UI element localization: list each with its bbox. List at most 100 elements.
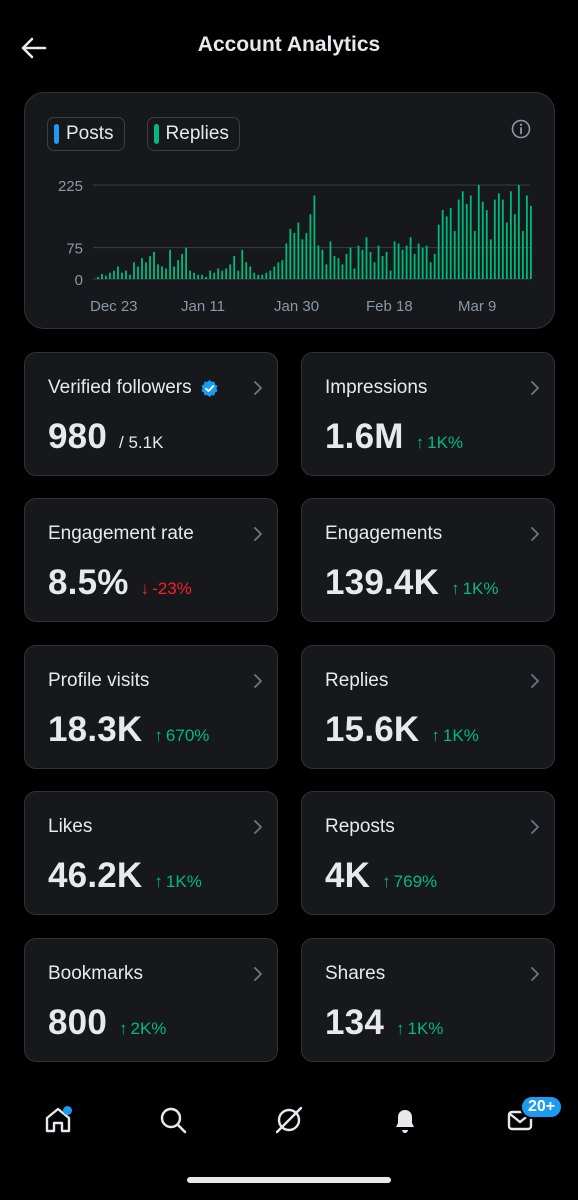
replies-bar (133, 262, 135, 279)
chevron-right-icon (254, 967, 262, 981)
replies-bar (205, 276, 208, 279)
replies-bar (357, 245, 360, 279)
stat-change: ↑ 1K% (431, 726, 478, 746)
stat-label: Bookmarks (48, 963, 143, 985)
replies-bar (257, 274, 260, 279)
chevron-right-icon (531, 674, 539, 688)
replies-bar (485, 210, 488, 279)
stat-label-text: Shares (325, 963, 386, 984)
nav-home[interactable] (38, 1100, 78, 1140)
stat-label: Engagements (325, 523, 442, 545)
stat-card-likes[interactable]: Likes 46.2K ↑ 1K% (24, 791, 278, 915)
replies-bar (521, 230, 524, 279)
replies-bar (157, 264, 159, 279)
nav-notifications[interactable] (385, 1100, 425, 1140)
replies-bar (237, 270, 240, 279)
replies-bar (425, 245, 428, 279)
stat-change: ↓ -23% (141, 579, 192, 599)
stat-card-bookmarks[interactable]: Bookmarks 800 ↑ 2K% (24, 938, 278, 1062)
stat-value: 18.3K (48, 710, 143, 749)
replies-bar (101, 273, 103, 279)
replies-bar (141, 258, 143, 279)
nav-search[interactable] (153, 1100, 193, 1140)
bell-icon (396, 1110, 414, 1133)
stat-label: Engagement rate (48, 523, 194, 545)
stat-value-row: 980 / 5.1K (48, 417, 163, 457)
replies-bar (201, 274, 204, 279)
replies-bar (365, 237, 368, 279)
replies-bar (109, 272, 111, 279)
messages-badge: 20+ (520, 1095, 564, 1119)
replies-bar (465, 203, 468, 279)
stat-label-text: Engagements (325, 523, 443, 544)
stat-change-value: 769% (393, 872, 438, 891)
replies-bar (153, 251, 155, 279)
legend-replies[interactable]: Replies (146, 117, 240, 151)
stat-change: ↑ 2K% (119, 1019, 166, 1039)
chevron-right-icon (254, 820, 262, 834)
stat-card-profile-visits[interactable]: Profile visits 18.3K ↑ 670% (24, 645, 278, 769)
stat-card-shares[interactable]: Shares 134 ↑ 1K% (301, 938, 555, 1062)
nav-grok[interactable] (269, 1100, 309, 1140)
replies-bar (449, 207, 452, 279)
stat-label-text: Verified followers (48, 377, 192, 398)
replies-bar (481, 201, 484, 279)
replies-bar (129, 274, 131, 279)
replies-bar (453, 230, 456, 279)
stat-change-value: 1K% (407, 1019, 444, 1038)
home-indicator (187, 1177, 391, 1183)
stat-change-value: 1K% (442, 726, 479, 745)
x-tick-label: Feb 18 (366, 298, 413, 315)
stat-card-reposts[interactable]: Reposts 4K ↑ 769% (301, 791, 555, 915)
arrow-up-icon: ↑ (382, 872, 391, 891)
replies-bar (209, 270, 212, 279)
stat-change-value: 1K% (462, 579, 499, 598)
stat-value-row: 134 ↑ 1K% (325, 1003, 443, 1043)
stat-total: / 5.1K (119, 433, 164, 452)
stat-card-engagement-rate[interactable]: Engagement rate 8.5% ↓ -23% (24, 498, 278, 622)
replies-bar (277, 262, 280, 279)
legend-posts-label: Posts (66, 123, 114, 144)
x-tick-label: Dec 23 (90, 298, 138, 315)
nav-messages[interactable]: 20+ (500, 1095, 564, 1140)
stat-card-verified-followers[interactable]: Verified followers 980 / 5.1K (24, 352, 278, 476)
replies-bar (241, 249, 244, 279)
replies-bar (417, 243, 420, 279)
replies-bar (353, 268, 356, 279)
replies-bar (325, 264, 328, 279)
replies-bar (473, 230, 476, 279)
legend-replies-label: Replies (165, 123, 229, 144)
replies-bar (261, 274, 264, 279)
arrow-up-icon: ↑ (451, 579, 460, 598)
replies-bar (217, 268, 220, 279)
stat-value-row: 18.3K ↑ 670% (48, 710, 209, 750)
replies-bar (289, 228, 292, 279)
stat-card-replies[interactable]: Replies 15.6K ↑ 1K% (301, 645, 555, 769)
chevron-right-icon (254, 381, 262, 395)
replies-bar (489, 239, 492, 279)
stat-change-value: -23% (152, 579, 192, 598)
replies-bar (161, 266, 163, 279)
bottom-navigation: 20+ (0, 1080, 578, 1160)
stat-change: ↑ 1K% (451, 579, 498, 599)
info-icon[interactable] (510, 118, 532, 140)
replies-bar (253, 272, 256, 279)
replies-bar (337, 258, 340, 279)
chart-legend: Posts Replies (47, 117, 240, 151)
replies-bar (445, 216, 448, 279)
replies-bar (297, 222, 300, 279)
stat-card-impressions[interactable]: Impressions 1.6M ↑ 1K% (301, 352, 555, 476)
legend-posts[interactable]: Posts (47, 117, 125, 151)
chevron-right-icon (531, 967, 539, 981)
replies-bar (525, 195, 528, 279)
stat-value-row: 4K ↑ 769% (325, 856, 437, 896)
replies-bar (301, 239, 304, 279)
replies-bar (313, 195, 316, 279)
replies-bar (329, 241, 332, 279)
back-button[interactable] (14, 28, 54, 68)
stat-value: 4K (325, 856, 371, 895)
stat-label: Replies (325, 670, 388, 692)
stat-card-engagements[interactable]: Engagements 139.4K ↑ 1K% (301, 498, 555, 622)
replies-bar (333, 256, 336, 279)
replies-bar (149, 256, 151, 279)
